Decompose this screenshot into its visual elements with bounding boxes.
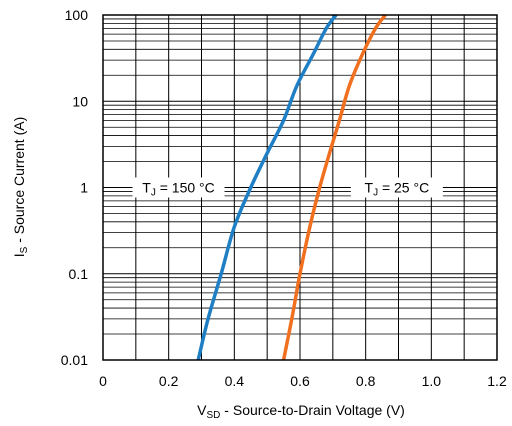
x-tick-label: 0: [99, 373, 107, 389]
y-axis-label: IS - Source Current (A): [11, 117, 30, 258]
x-axis-label: VSD - Source-to-Drain Voltage (V): [197, 402, 405, 421]
y-tick-label: 0.01: [61, 352, 88, 368]
y-tick-label: 100: [65, 7, 89, 23]
series-label: TJ = 150 °C: [142, 180, 214, 199]
series-labels: TJ = 150 °C TJ = 25 °C: [132, 177, 443, 199]
x-tick-labels: 0 0.2 0.4 0.6 0.8 1.0 1.2: [99, 373, 507, 389]
y-tick-label: 0.1: [69, 266, 89, 282]
series-label: TJ = 25 °C: [365, 180, 430, 199]
series-line: [281, 13, 387, 361]
x-tick-label: 0.6: [290, 373, 310, 389]
y-tick-label: 10: [72, 93, 88, 109]
series-lines: [196, 13, 387, 361]
x-tick-label: 1.2: [487, 373, 507, 389]
x-tick-label: 0.8: [356, 373, 376, 389]
plot-frame: [102, 14, 498, 361]
y-tick-label: 1: [80, 180, 88, 196]
grid: [103, 15, 497, 360]
y-tick-labels: 0.01 0.1 1 10 100: [61, 7, 88, 368]
series-label-bg: [132, 177, 225, 198]
series-label-bg: [350, 177, 443, 198]
series-line: [196, 13, 338, 361]
x-tick-label: 0.4: [225, 373, 245, 389]
x-tick-label: 0.2: [159, 373, 179, 389]
x-tick-label: 1.0: [422, 373, 442, 389]
